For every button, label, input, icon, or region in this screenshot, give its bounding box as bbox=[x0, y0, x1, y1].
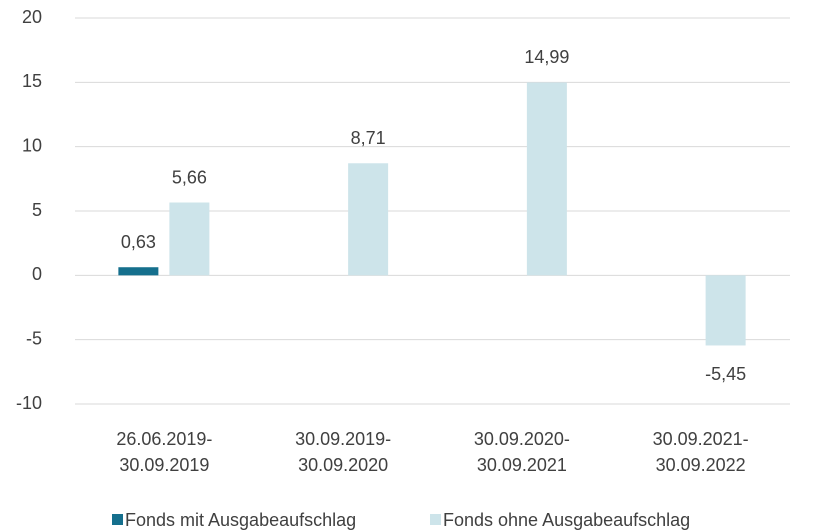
y-tick-label: 5 bbox=[32, 200, 42, 220]
legend-label: Fonds ohne Ausgabeaufschlag bbox=[443, 510, 690, 530]
bar bbox=[118, 267, 159, 276]
bar bbox=[348, 163, 389, 276]
y-tick-label: 15 bbox=[22, 71, 42, 91]
y-tick-label: -10 bbox=[16, 393, 42, 413]
data-label: 14,99 bbox=[524, 47, 569, 67]
bar bbox=[169, 202, 210, 276]
data-label: 8,71 bbox=[351, 128, 386, 148]
y-tick-label: 20 bbox=[22, 7, 42, 27]
y-tick-label: -5 bbox=[26, 328, 42, 348]
data-label: 0,63 bbox=[121, 232, 156, 252]
x-tick-label: 26.06.2019-30.09.2019 bbox=[116, 429, 212, 475]
x-tick-label: 30.09.2020-30.09.2021 bbox=[474, 429, 570, 475]
legend-swatch bbox=[112, 514, 123, 525]
y-tick-label: 10 bbox=[22, 135, 42, 155]
legend-swatch bbox=[430, 514, 441, 525]
legend-label: Fonds mit Ausgabeaufschlag bbox=[125, 510, 356, 530]
bar bbox=[526, 82, 567, 276]
bar bbox=[705, 275, 746, 346]
x-tick-label: 30.09.2019-30.09.2020 bbox=[295, 429, 391, 475]
y-tick-label: 0 bbox=[32, 264, 42, 284]
data-label: -5,45 bbox=[705, 364, 746, 384]
data-label: 5,66 bbox=[172, 167, 207, 187]
x-tick-label: 30.09.2021-30.09.2022 bbox=[653, 429, 749, 475]
